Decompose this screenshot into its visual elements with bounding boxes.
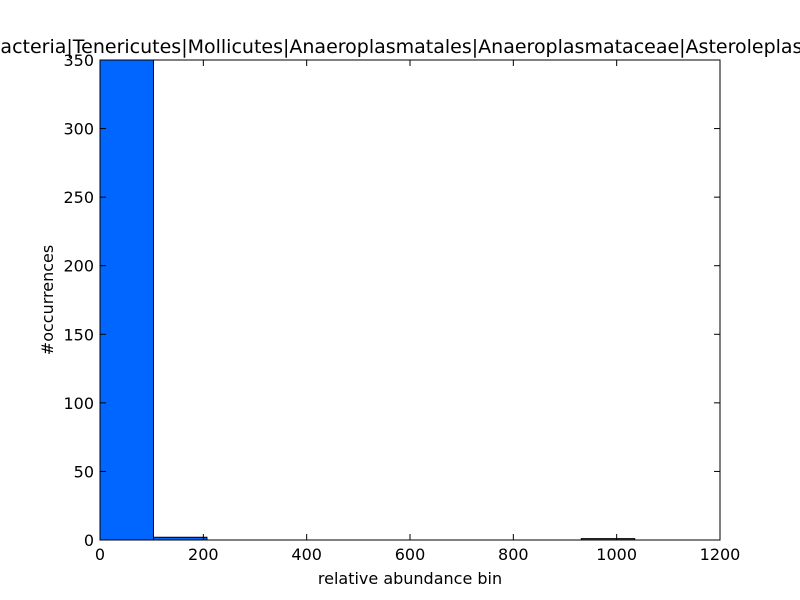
y-tick-label-6: 300 <box>63 120 94 139</box>
x-tick-label-0: 0 <box>95 545 105 564</box>
y-tick-label-1: 50 <box>74 462 94 481</box>
x-tick-label-1: 200 <box>188 545 219 564</box>
x-axis-label: relative abundance bin <box>318 569 502 588</box>
y-tick-label-7: 350 <box>63 51 94 70</box>
x-tick-label-5: 1000 <box>596 545 637 564</box>
x-tick-label-2: 400 <box>291 545 322 564</box>
y-tick-label-3: 150 <box>63 325 94 344</box>
x-tick-label-3: 600 <box>395 545 426 564</box>
y-tick-label-5: 250 <box>63 188 94 207</box>
chart-title: Bacteria|Tenericutes|Mollicutes|Anaeropl… <box>0 36 800 58</box>
x-tick-label-4: 800 <box>498 545 529 564</box>
x-tick-label-6: 1200 <box>700 545 741 564</box>
y-axis-label: #occurrences <box>38 245 57 355</box>
y-tick-label-2: 100 <box>63 394 94 413</box>
y-tick-label-0: 0 <box>84 531 94 550</box>
plot-frame <box>99 59 721 541</box>
y-tick-label-4: 200 <box>63 257 94 276</box>
histogram-bar-0 <box>99 59 154 541</box>
